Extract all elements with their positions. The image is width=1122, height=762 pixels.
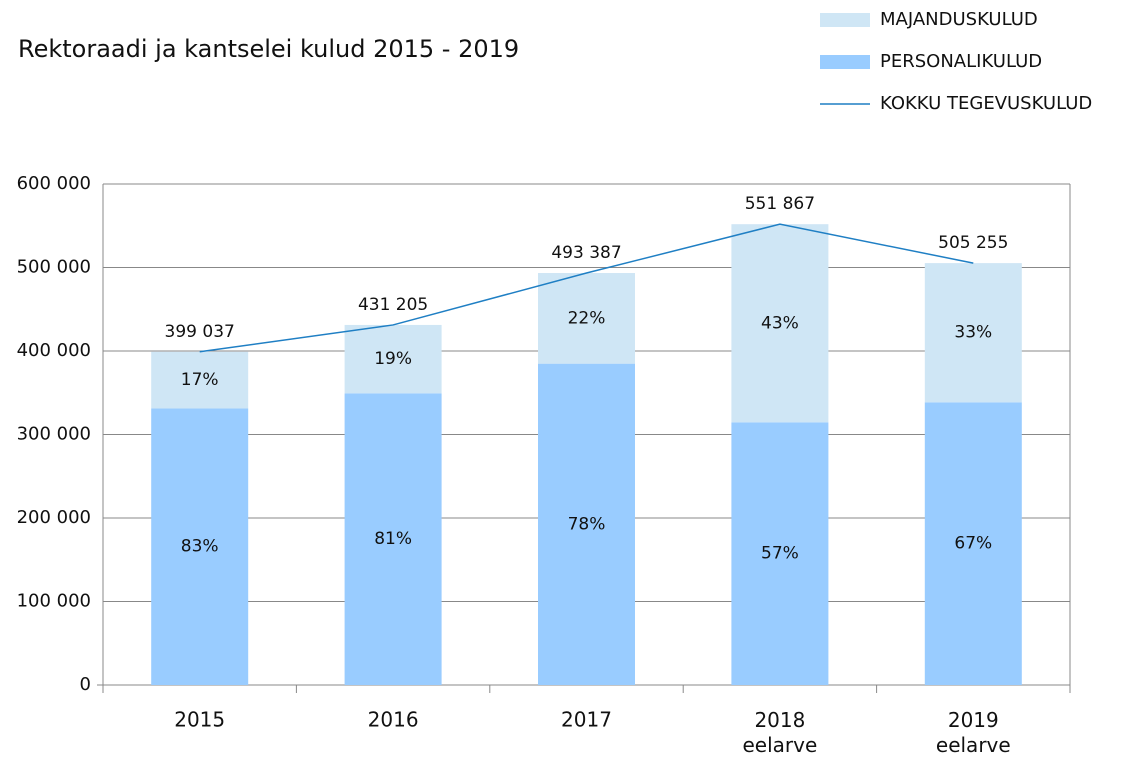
y-tick-label: 200 000 — [17, 507, 91, 528]
share-label: 33% — [954, 323, 992, 343]
x-tick-label: 2016 — [368, 708, 419, 732]
share-label: 22% — [568, 308, 606, 328]
share-label: 57% — [761, 544, 799, 564]
bar-segment — [731, 224, 829, 423]
share-label: 19% — [374, 349, 412, 369]
legend-label: MAJANDUSKULUD — [880, 9, 1038, 30]
bar-segment — [151, 351, 249, 409]
bar-segment — [538, 363, 635, 685]
total-label: 493 387 — [551, 243, 621, 263]
x-tick-label: 2015 — [174, 708, 225, 732]
x-tick-label: 2018 eelarve — [743, 708, 818, 757]
y-tick-label: 500 000 — [17, 257, 91, 278]
bar-segment — [344, 324, 442, 394]
chart-title: Rektoraadi ja kantselei kulud 2015 - 201… — [18, 35, 519, 63]
legend-swatch — [820, 13, 870, 27]
legend-label: KOKKU TEGEVUSKULUD — [880, 93, 1092, 114]
bar-segment — [344, 393, 442, 685]
bar-segment — [151, 408, 249, 685]
bar-segment — [924, 263, 1022, 403]
y-tick-label: 0 — [80, 674, 91, 695]
y-tick-label: 600 000 — [17, 173, 91, 194]
total-label: 505 255 — [938, 233, 1008, 253]
bar-segment — [924, 402, 1022, 685]
x-tick-label: 2019 eelarve — [936, 708, 1011, 757]
share-label: 67% — [954, 534, 992, 554]
share-label: 81% — [374, 529, 412, 549]
share-label: 78% — [568, 514, 606, 534]
y-tick-label: 300 000 — [17, 424, 91, 445]
y-tick-label: 100 000 — [17, 591, 91, 612]
x-tick-label: 2017 — [561, 708, 612, 732]
bar-segment — [538, 273, 635, 364]
total-label: 399 037 — [165, 322, 235, 342]
legend-label: PERSONALIKULUD — [880, 51, 1042, 72]
total-label: 431 205 — [358, 295, 428, 315]
legend-swatch — [820, 55, 870, 69]
total-line — [199, 223, 974, 353]
bar-segment — [731, 422, 829, 685]
share-label: 83% — [181, 537, 219, 557]
share-label: 43% — [761, 313, 799, 333]
y-tick-label: 400 000 — [17, 340, 91, 361]
total-label: 551 867 — [745, 194, 815, 214]
share-label: 17% — [181, 370, 219, 390]
